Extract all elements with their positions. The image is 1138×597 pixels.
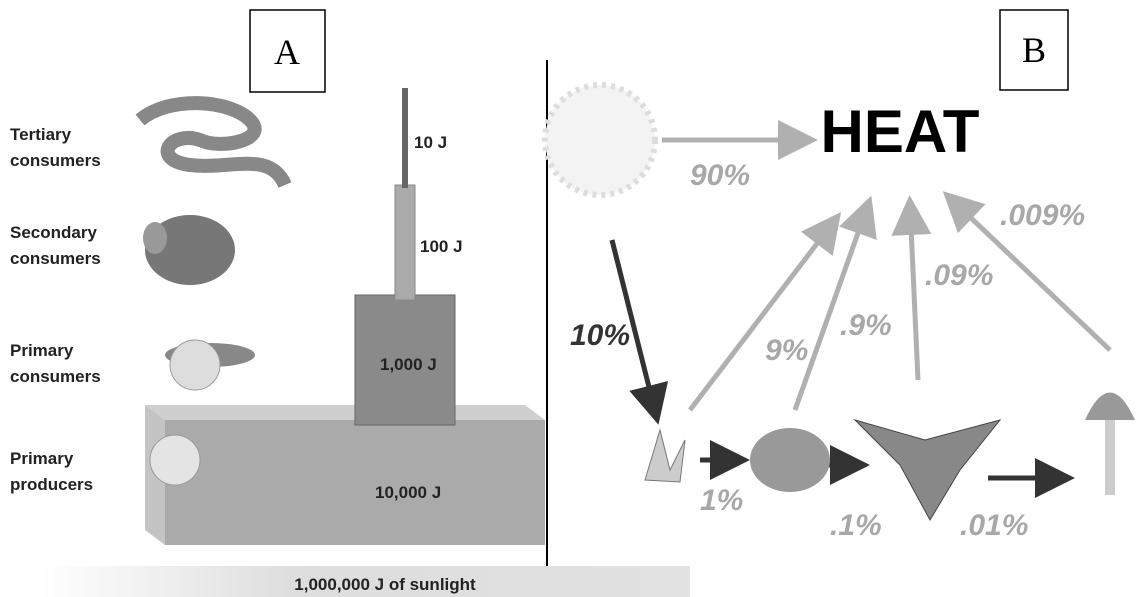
panel-label: A xyxy=(274,32,300,72)
snake xyxy=(140,103,285,185)
flower xyxy=(170,340,220,390)
level-name: Primary xyxy=(10,449,74,468)
percent: .009% xyxy=(1000,199,1085,232)
level-name: consumers xyxy=(10,249,101,268)
level-name: consumers xyxy=(10,367,101,386)
mushroom-cap xyxy=(1085,393,1135,421)
percent: 9% xyxy=(765,334,808,367)
level-name: Secondary xyxy=(10,223,97,242)
arrow xyxy=(795,205,868,410)
level-name: producers xyxy=(10,475,93,494)
sun xyxy=(545,85,655,195)
bird xyxy=(855,420,1000,520)
percent: 90% xyxy=(690,159,750,192)
energy: 10 J xyxy=(414,133,447,152)
sunlight: 1,000,000 J of sunlight xyxy=(294,575,476,594)
energy: 10,000 J xyxy=(375,483,441,502)
heat: HEAT xyxy=(821,98,980,165)
panel-label: B xyxy=(1022,30,1046,70)
mushroom-stem xyxy=(1105,420,1115,495)
diagram: A Tertiary consumers Secondary consumers… xyxy=(0,0,1138,597)
percent: 10% xyxy=(570,319,630,352)
percent: .9% xyxy=(840,309,892,342)
stem xyxy=(395,185,415,300)
percent: .09% xyxy=(925,259,993,292)
mouse xyxy=(750,428,830,492)
arrow xyxy=(910,205,918,380)
plant xyxy=(645,430,685,482)
chain-arrows xyxy=(612,240,1065,478)
mouse-ear xyxy=(143,222,167,254)
level-name: Tertiary xyxy=(10,125,72,144)
percent: 1% xyxy=(700,484,743,517)
flower xyxy=(150,435,200,485)
stem-thin xyxy=(402,88,408,188)
percent: .1% xyxy=(830,509,882,542)
energy: 100 J xyxy=(420,237,463,256)
slab-top xyxy=(145,405,545,420)
level-name: consumers xyxy=(10,151,101,170)
level-name: Primary xyxy=(10,341,74,360)
percent: .01% xyxy=(960,509,1028,542)
arrow xyxy=(690,220,835,410)
energy: 1,000 J xyxy=(380,355,437,374)
slab-front xyxy=(165,420,545,545)
